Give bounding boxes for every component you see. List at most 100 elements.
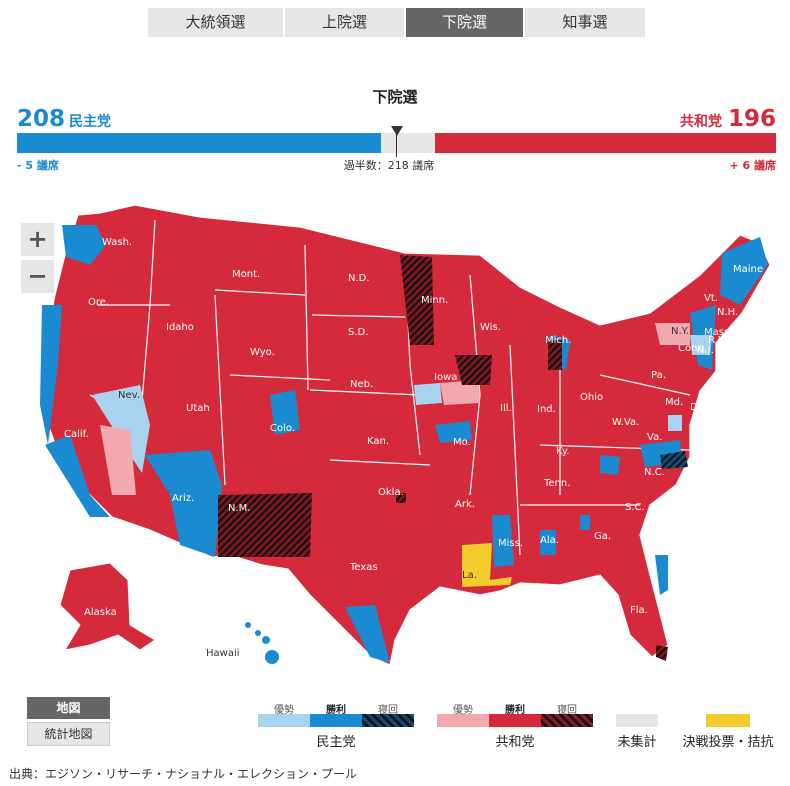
state-label: Ariz. xyxy=(172,493,194,504)
state-label: Hawaii xyxy=(206,648,240,659)
flip-nm xyxy=(218,493,312,557)
state-label: Minn. xyxy=(421,295,448,306)
seat-bar-dem xyxy=(17,133,381,153)
hawaii-shape xyxy=(245,622,279,664)
legend-rep-lean-head: 優勢 xyxy=(453,705,473,716)
flip-ia xyxy=(455,355,492,385)
state-label: Maine xyxy=(733,264,763,275)
us-map-svg: Wash. Ore. Calif. Nev. Idaho Mont. Wyo. … xyxy=(39,204,771,666)
flip-nc xyxy=(660,451,688,469)
flip-fl xyxy=(656,645,668,661)
rep-seats: 196 xyxy=(727,106,776,132)
state-label: Utah xyxy=(186,403,210,414)
legend-dem-label: 民主党 xyxy=(316,735,356,750)
rep-lean-districts xyxy=(100,323,690,495)
zoom-out-button[interactable]: − xyxy=(21,260,54,293)
state-label: Pa. xyxy=(651,370,666,381)
flip-mn xyxy=(400,255,434,345)
legend-dem-win-swatch xyxy=(310,714,362,727)
rep-party-label: 共和党 xyxy=(679,114,722,130)
legend-dem-win-head: 勝利 xyxy=(326,705,346,716)
state-label: Idaho xyxy=(166,322,194,333)
legend-dem-lean-swatch xyxy=(258,714,310,727)
majority-label: 過半数：218 議席 xyxy=(343,159,435,172)
state-label: Fla. xyxy=(630,605,648,616)
state-label: Ohio xyxy=(580,392,603,403)
state-label: Wyo. xyxy=(250,347,275,358)
state-label: Mont. xyxy=(232,269,260,280)
state-label: Mass. xyxy=(704,327,732,338)
state-label: Del. xyxy=(690,402,710,413)
state-label: Nev. xyxy=(118,390,140,401)
legend-runoff-label: 決戦投票・拮抗 xyxy=(682,735,774,750)
tab-house[interactable]: 下院選 xyxy=(406,8,523,37)
state-label: Wis. xyxy=(480,322,501,333)
majority-line xyxy=(396,128,397,157)
results-title: 下院選 xyxy=(372,88,418,106)
legend-dem-flip-swatch xyxy=(362,714,414,727)
rep-seat-change: + 6 議席 xyxy=(729,159,776,172)
flip-mi xyxy=(548,340,562,370)
majority-marker-icon xyxy=(391,126,403,136)
state-label: Kan. xyxy=(367,436,389,447)
state-label: Alaska xyxy=(84,607,117,618)
dem-party-label: 民主党 xyxy=(69,114,112,130)
cartogram-view-button[interactable]: 統計地図 xyxy=(27,722,110,746)
legend-rep-win-head: 勝利 xyxy=(505,705,525,716)
state-label: R.I. xyxy=(708,335,724,346)
legend-rep-flip-head: 寝回 xyxy=(557,705,577,716)
state-label: Okla. xyxy=(378,487,404,498)
legend-rep-win-swatch xyxy=(489,714,541,727)
state-label: N.Y. xyxy=(671,326,689,337)
state-label: Va. xyxy=(647,432,662,443)
state-label: W.Va. xyxy=(612,417,639,428)
state-label: Ind. xyxy=(537,404,556,415)
flip-ok xyxy=(396,493,406,503)
state-label: Wash. xyxy=(102,237,132,248)
state-label: Mich. xyxy=(545,335,571,346)
state-label: La. xyxy=(462,570,477,581)
zoom-in-button[interactable]: + xyxy=(21,223,54,256)
state-label: Ore. xyxy=(88,297,109,308)
state-label: Texas xyxy=(349,562,378,573)
legend-runoff-swatch xyxy=(706,714,750,727)
state-label: Iowa xyxy=(434,372,457,383)
dem-seat-count: 208 民主党 xyxy=(17,106,111,132)
seat-bar-rep xyxy=(435,133,776,153)
state-label: Ark. xyxy=(455,499,475,510)
legend-rep-label: 共和党 xyxy=(495,735,535,750)
district-map[interactable]: Wash. Ore. Calif. Nev. Idaho Mont. Wyo. … xyxy=(0,195,790,685)
legend-dem-lean-head: 優勢 xyxy=(274,705,294,716)
state-label: Tenn. xyxy=(543,478,570,489)
dem-districts xyxy=(40,225,768,663)
state-label: N.C. xyxy=(644,467,665,478)
tab-president[interactable]: 大統領選 xyxy=(148,8,283,37)
race-tabs: 大統領選 上院選 下院選 知事選 xyxy=(148,8,645,37)
state-label: N.D. xyxy=(348,273,370,284)
state-label: Mo. xyxy=(453,437,471,448)
state-label: Ala. xyxy=(540,535,559,546)
state-label: N.M. xyxy=(228,503,250,514)
state-label: Calif. xyxy=(64,429,89,440)
state-label: Vt. xyxy=(704,293,718,304)
state-label: Md. xyxy=(665,397,683,408)
rep-seat-count: 共和党 196 xyxy=(680,106,776,132)
tab-senate[interactable]: 上院選 xyxy=(285,8,404,37)
map-view-button[interactable]: 地図 xyxy=(27,697,110,719)
runoff-la xyxy=(462,543,512,587)
dem-seats: 208 xyxy=(17,106,66,132)
state-label: N.H. xyxy=(717,307,738,318)
state-label: S.C. xyxy=(625,502,645,513)
legend-rep-flip-swatch xyxy=(541,714,593,727)
state-label: N.J. xyxy=(697,345,714,356)
state-label: Ill. xyxy=(500,403,512,414)
state-label: Colo. xyxy=(270,423,295,434)
state-label: Conn. xyxy=(678,343,707,354)
state-label: Ky. xyxy=(556,446,570,457)
source-credit: 出典：エジソン・リサーチ・ナショナル・エレクション・プール xyxy=(9,767,358,781)
tab-governor[interactable]: 知事選 xyxy=(525,8,645,37)
legend-undecided-swatch xyxy=(616,714,658,727)
state-label: Neb. xyxy=(350,379,373,390)
dem-seat-change: - 5 議席 xyxy=(17,159,59,172)
alaska-shape xyxy=(59,562,156,651)
